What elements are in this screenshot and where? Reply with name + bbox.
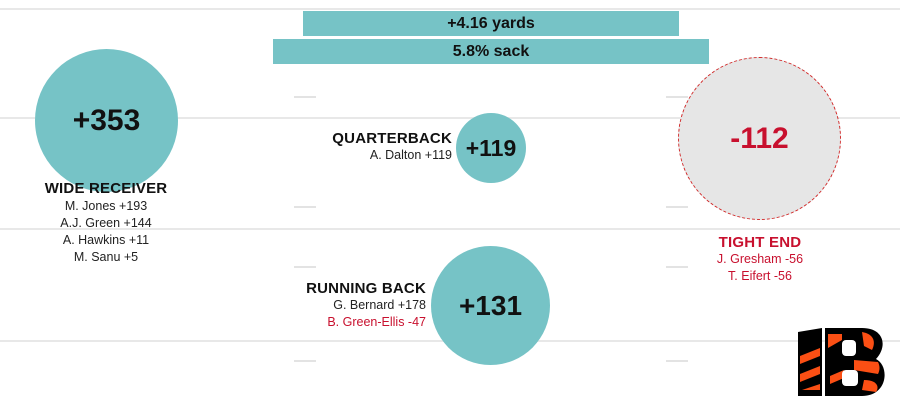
sack-rate-bar: 5.8% sack	[273, 39, 709, 64]
running-back-block: RUNNING BACK G. Bernard +178 B. Green-El…	[280, 280, 426, 331]
running-back-title: RUNNING BACK	[280, 280, 426, 297]
wide-receiver-circle: +353	[35, 49, 178, 192]
player-row: B. Green-Ellis -47	[280, 314, 426, 331]
field-hash-mark	[666, 360, 688, 362]
quarterback-title: QUARTERBACK	[300, 130, 452, 147]
wide-receiver-block: WIDE RECEIVER M. Jones +193 A.J. Green +…	[26, 180, 186, 266]
player-row: G. Bernard +178	[280, 297, 426, 314]
running-back-total: +131	[459, 290, 522, 322]
tight-end-circle: -112	[678, 57, 841, 220]
tight-end-total: -112	[730, 122, 788, 156]
player-row: A. Hawkins +11	[26, 232, 186, 249]
wide-receiver-title: WIDE RECEIVER	[26, 180, 186, 197]
field-hash-mark	[666, 266, 688, 268]
field-hash-mark	[294, 266, 316, 268]
player-row: M. Sanu +5	[26, 249, 186, 266]
wide-receiver-total: +353	[73, 104, 141, 138]
quarterback-total: +119	[466, 135, 517, 162]
quarterback-block: QUARTERBACK A. Dalton +119	[300, 130, 452, 164]
running-back-circle: +131	[431, 246, 550, 365]
player-row: A.J. Green +144	[26, 215, 186, 232]
yards-per-play-bar: +4.16 yards	[303, 11, 679, 36]
yards-per-play-label: +4.16 yards	[447, 15, 535, 32]
player-row: T. Eifert -56	[700, 268, 820, 285]
sack-rate-label: 5.8% sack	[453, 43, 530, 60]
tight-end-title: TIGHT END	[700, 234, 820, 251]
quarterback-circle: +119	[456, 113, 526, 183]
player-row: A. Dalton +119	[300, 147, 452, 164]
player-row: J. Gresham -56	[700, 251, 820, 268]
field-hash-mark	[294, 360, 316, 362]
field-hash-mark	[294, 96, 316, 98]
bengals-b-logo	[792, 326, 892, 398]
field-hash-mark	[666, 96, 688, 98]
tight-end-block: TIGHT END J. Gresham -56 T. Eifert -56	[700, 234, 820, 285]
field-hash-mark	[666, 206, 688, 208]
field-yard-line	[0, 8, 900, 10]
field-hash-mark	[294, 206, 316, 208]
player-row: M. Jones +193	[26, 198, 186, 215]
